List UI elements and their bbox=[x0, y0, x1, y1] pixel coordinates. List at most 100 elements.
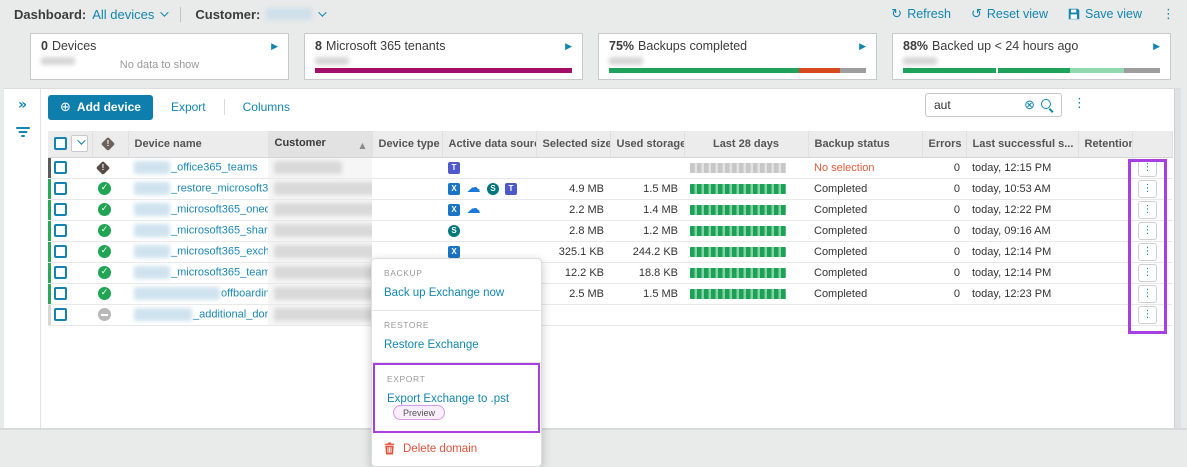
more-options-button[interactable]: ⋮ bbox=[1162, 6, 1175, 22]
redacted-text bbox=[274, 182, 372, 195]
row-checkbox[interactable] bbox=[54, 161, 67, 174]
sort-ascending-icon: ▲ bbox=[359, 141, 366, 151]
col-used-storage[interactable]: Used storage bbox=[610, 131, 685, 158]
device-name-link[interactable]: _microsoft365_teams bbox=[171, 266, 268, 279]
used-storage: 18.8 KB bbox=[610, 262, 684, 284]
devices-card[interactable]: 0 Devices ▶ No data to show bbox=[30, 33, 289, 80]
row-checkbox[interactable] bbox=[54, 245, 67, 258]
redacted-text bbox=[134, 287, 220, 300]
col-retention-policy[interactable]: Retention poli bbox=[1078, 131, 1133, 158]
add-device-button[interactable]: ⊕ Add device bbox=[48, 94, 153, 120]
redacted-text bbox=[134, 182, 170, 195]
backed-up-pct: 88% bbox=[903, 39, 929, 53]
last-successful: today, 12:22 PM bbox=[966, 199, 1078, 221]
table-row[interactable]: _microsoft365_onedrive X☁ 2.2 MB 1.4 MB … bbox=[48, 199, 1172, 221]
row-actions-button[interactable]: ⋮ bbox=[1138, 263, 1157, 282]
row-checkbox[interactable] bbox=[54, 203, 67, 216]
col-selected-size[interactable]: Selected size bbox=[536, 131, 611, 158]
row-checkbox[interactable] bbox=[54, 308, 67, 321]
col-backup-status[interactable]: Backup status bbox=[808, 131, 923, 158]
device-name-link[interactable]: _microsoft365_onedrive bbox=[171, 203, 268, 216]
row-actions-button[interactable]: ⋮ bbox=[1138, 158, 1157, 177]
columns-button[interactable]: Columns bbox=[242, 100, 290, 114]
export-button[interactable]: Export bbox=[170, 100, 206, 114]
devices-count: 0 bbox=[41, 39, 48, 53]
preview-badge: Preview bbox=[393, 405, 446, 420]
device-name-link[interactable]: _microsoft365_exchange bbox=[171, 245, 268, 258]
col-last-28-days[interactable]: Last 28 days bbox=[684, 131, 809, 158]
clear-search-icon[interactable]: ⊗ bbox=[1024, 97, 1035, 113]
disabled-icon bbox=[98, 308, 111, 321]
success-icon bbox=[98, 245, 111, 258]
device-name-link[interactable]: _additional_dom… bbox=[193, 308, 268, 321]
row-actions-button[interactable]: ⋮ bbox=[1138, 305, 1157, 324]
col-errors[interactable]: Errors bbox=[922, 131, 967, 158]
customer-value-redacted[interactable] bbox=[266, 8, 313, 20]
device-name-link[interactable]: offboarding bbox=[221, 287, 268, 300]
restore-exchange-item[interactable]: Restore Exchange bbox=[384, 339, 479, 351]
backups-progress-bar bbox=[609, 68, 866, 73]
redacted-subtitle bbox=[315, 57, 349, 65]
card-arrow-icon[interactable]: ▶ bbox=[271, 42, 278, 52]
backup-status bbox=[808, 304, 922, 326]
search-input[interactable] bbox=[926, 98, 1025, 112]
status-column-header[interactable] bbox=[92, 131, 129, 158]
refresh-button[interactable]: ↻ Refresh bbox=[891, 6, 951, 22]
tenants-card[interactable]: 8 Microsoft 365 tenants ▶ bbox=[304, 33, 583, 80]
device-name-link[interactable]: _microsoft365_sharepoint bbox=[171, 224, 268, 237]
row-actions-button[interactable]: ⋮ bbox=[1138, 242, 1157, 261]
table-row[interactable]: _microsoft365_exchange X 325.1 KB 244.2 … bbox=[48, 241, 1172, 263]
col-device-name[interactable]: Device name bbox=[128, 131, 269, 158]
table-row[interactable]: _microsoft365_teams 12.2 KB 18.8 KB Comp… bbox=[48, 262, 1172, 284]
history-bar bbox=[690, 225, 786, 236]
card-arrow-icon[interactable]: ▶ bbox=[565, 42, 572, 52]
chevron-down-icon[interactable] bbox=[160, 8, 170, 17]
selection-dropdown-button[interactable] bbox=[71, 135, 88, 153]
device-name-link[interactable]: _office365_teams bbox=[171, 161, 258, 174]
table-row[interactable]: _microsoft365_sharepoint S 2.8 MB 1.2 MB… bbox=[48, 220, 1172, 242]
row-checkbox[interactable] bbox=[54, 287, 67, 300]
onedrive-icon: ☁ bbox=[466, 200, 481, 217]
col-device-type[interactable]: Device type bbox=[372, 131, 443, 158]
table-row[interactable]: _restore_microsoft365 X ☁ ST 4.9 MB 1.5 MB… bbox=[48, 178, 1172, 200]
vertical-scrollbar[interactable] bbox=[1174, 89, 1181, 428]
expand-panel-icon[interactable]: » bbox=[17, 97, 28, 113]
dashboard-selector[interactable]: All devices bbox=[92, 6, 155, 22]
row-checkbox[interactable] bbox=[54, 266, 67, 279]
search-icon[interactable] bbox=[1041, 98, 1054, 112]
save-view-button[interactable]: Save view bbox=[1068, 7, 1142, 21]
tenants-progress-bar bbox=[315, 68, 572, 73]
col-customer[interactable]: Customer ▲ bbox=[268, 131, 373, 158]
export-exchange-pst-item[interactable]: Export Exchange to .pstPreview bbox=[387, 393, 526, 420]
card-arrow-icon[interactable]: ▶ bbox=[1153, 42, 1160, 52]
table-row[interactable]: offboarding 2.5 MB 1.5 MB Completed 0 to… bbox=[48, 283, 1172, 305]
device-name-link[interactable]: _restore_microsoft365 bbox=[171, 182, 268, 195]
search-box[interactable]: ⊗ bbox=[925, 93, 1062, 117]
row-actions-button[interactable]: ⋮ bbox=[1138, 200, 1157, 219]
table-row[interactable]: _additional_dom… ⋮ bbox=[48, 304, 1172, 326]
col-last-successful[interactable]: Last successful s... bbox=[966, 131, 1079, 158]
row-actions-button[interactable]: ⋮ bbox=[1138, 284, 1157, 303]
select-all-checkbox[interactable] bbox=[54, 137, 67, 151]
selected-size: 12.2 KB bbox=[536, 262, 610, 284]
backed-up-24h-card[interactable]: 88% Backed up < 24 hours ago ▶ bbox=[892, 33, 1171, 80]
col-active-data-sources[interactable]: Active data sources bbox=[442, 131, 537, 158]
chevron-down-icon[interactable] bbox=[318, 8, 328, 17]
selected-size: 2.5 MB bbox=[536, 283, 610, 305]
filter-icon[interactable] bbox=[4, 125, 41, 143]
delete-domain-item[interactable]: Delete domain bbox=[372, 433, 541, 466]
backups-completed-card[interactable]: 75% Backups completed ▶ bbox=[598, 33, 877, 80]
row-actions-button[interactable]: ⋮ bbox=[1138, 221, 1157, 240]
redacted-text bbox=[274, 308, 372, 321]
card-arrow-icon[interactable]: ▶ bbox=[859, 42, 866, 52]
row-checkbox[interactable] bbox=[54, 224, 67, 237]
backup-status: Completed bbox=[808, 178, 922, 200]
plus-circle-icon: ⊕ bbox=[60, 99, 71, 115]
reset-view-button[interactable]: ↺ Reset view bbox=[970, 6, 1049, 22]
redacted-text bbox=[274, 245, 372, 258]
backup-exchange-now-item[interactable]: Back up Exchange now bbox=[384, 287, 505, 299]
grid-options-button[interactable]: ⋮ bbox=[1073, 96, 1086, 111]
table-row[interactable]: _office365_teams T No selection 0 today,… bbox=[48, 157, 1172, 179]
row-actions-button[interactable]: ⋮ bbox=[1138, 179, 1157, 198]
row-checkbox[interactable] bbox=[54, 182, 67, 195]
